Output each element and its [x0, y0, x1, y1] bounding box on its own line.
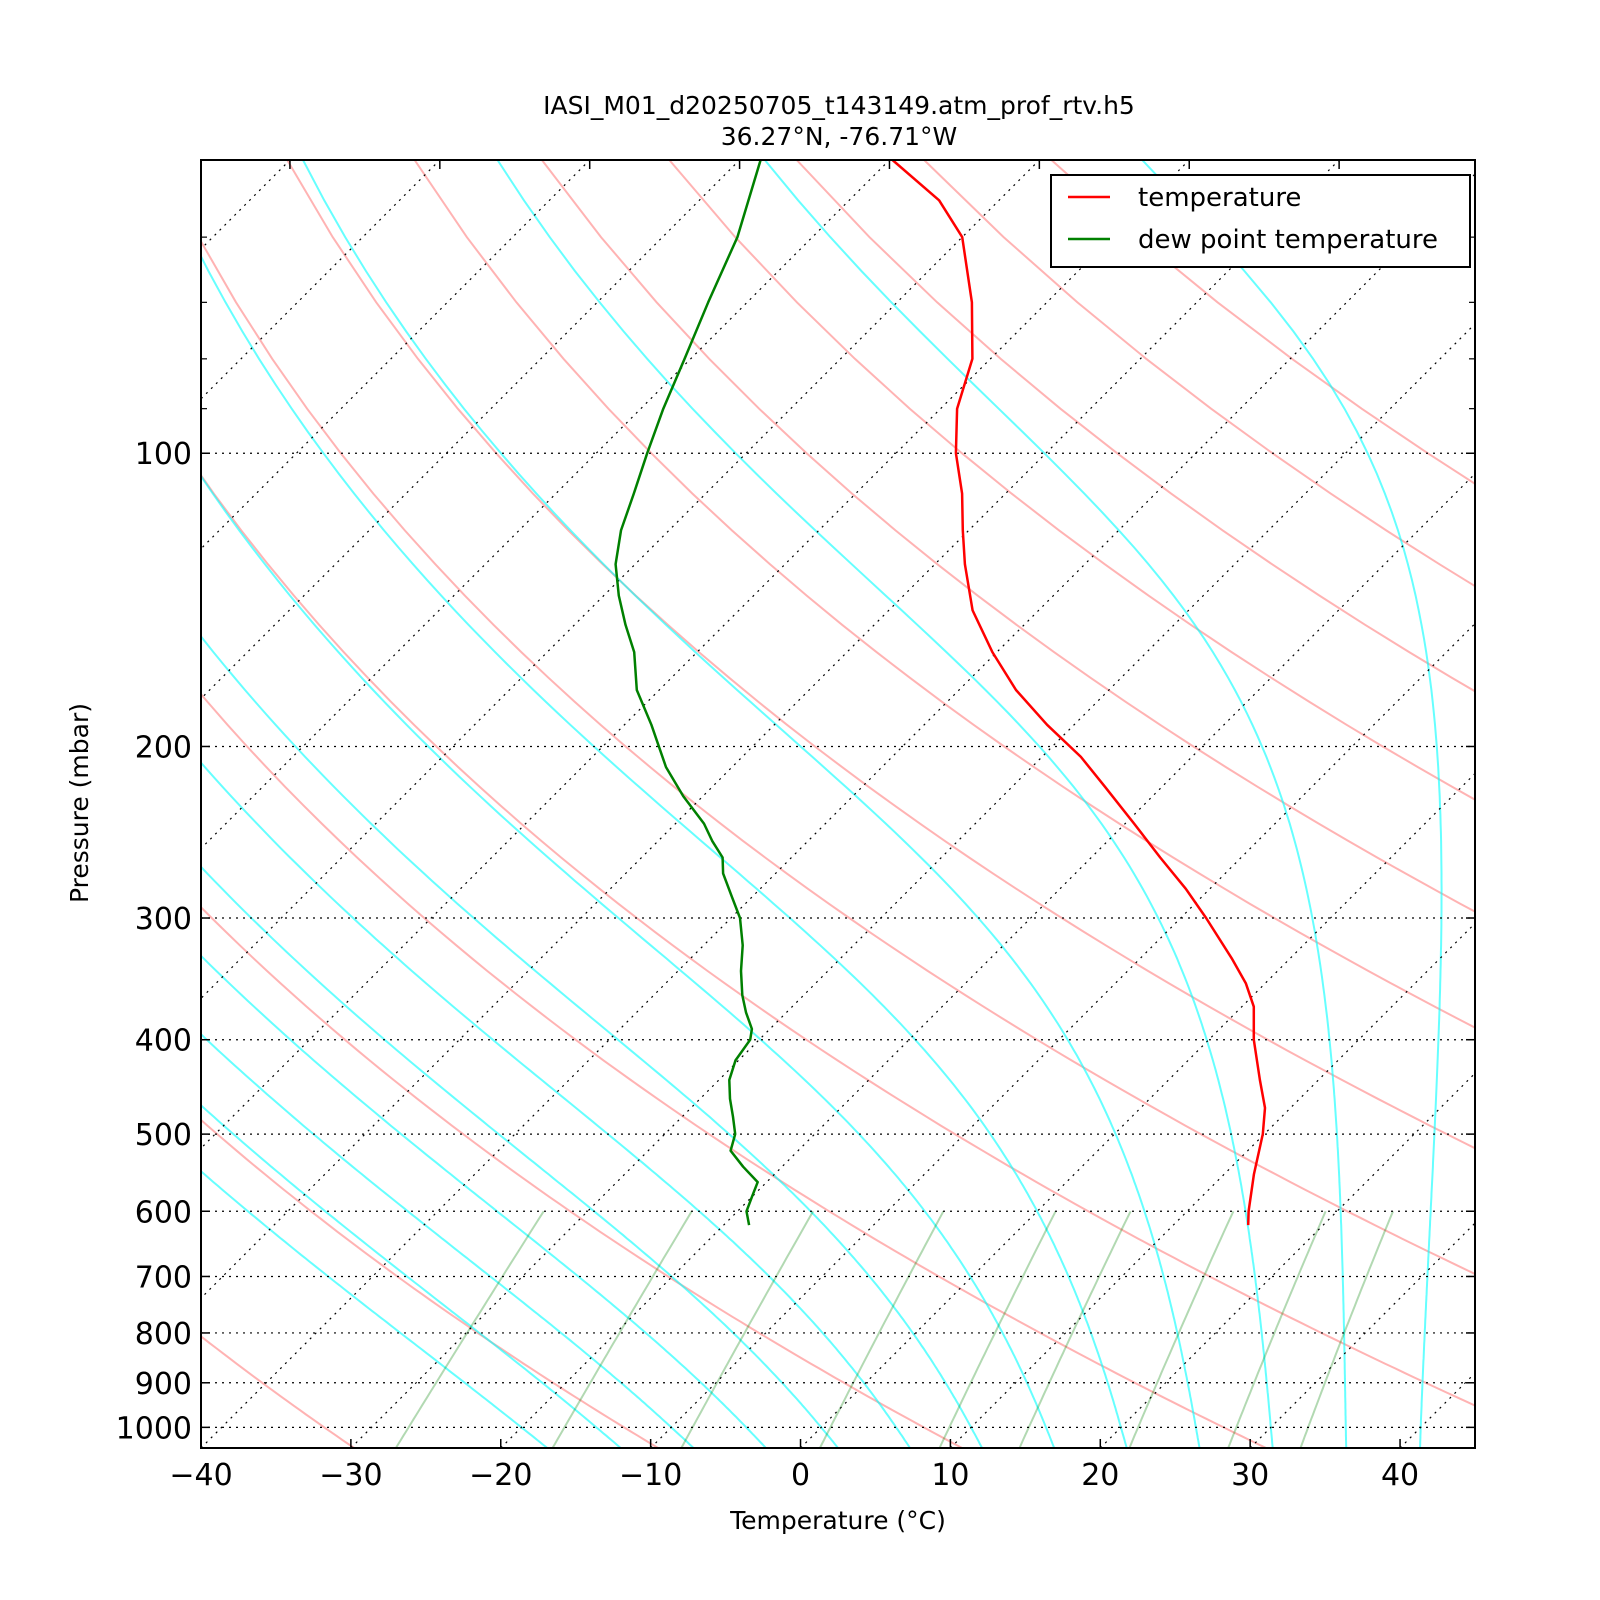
isotherm-grid-line — [800, 772, 1475, 1448]
moist-adiabat-line — [201, 865, 840, 1448]
y-tick-label: 400 — [135, 1024, 192, 1059]
temperature-line — [891, 160, 1267, 1226]
isotherm-grid-line — [1550, 160, 1600, 1448]
mixing-ratio-line — [1299, 1210, 1394, 1448]
moist-adiabat-line — [201, 1032, 695, 1448]
isotherm-grid-line — [201, 160, 1340, 1299]
dry-adiabat-line — [201, 692, 1267, 1448]
series-layer — [614, 160, 1267, 1226]
legend: temperature dew point temperature — [1050, 174, 1471, 268]
mixing-ratio-line — [1128, 1210, 1235, 1448]
x-tick-label: −30 — [319, 1458, 382, 1493]
dry-adiabat-line — [413, 160, 1475, 1029]
isotherm-grid-line — [201, 160, 1190, 1150]
dry-adiabat-line — [201, 239, 1475, 1276]
mixing-ratio-line — [1018, 1210, 1132, 1448]
x-tick-label: −20 — [469, 1458, 532, 1493]
isotherm-grid-line — [350, 323, 1475, 1448]
dry-adiabat-line — [201, 905, 963, 1448]
dew-point-line — [614, 160, 762, 1226]
x-tick-label: 0 — [791, 1458, 810, 1493]
moist-adiabat-line — [496, 160, 1274, 1448]
legend-box — [1050, 174, 1471, 268]
moist-adiabat-line — [201, 474, 1056, 1448]
chart-subtitle: 36.27°N, -76.71°W — [721, 122, 957, 151]
x-axis-label: Temperature (°C) — [729, 1506, 946, 1535]
y-axis-label: Pressure (mbar) — [65, 703, 94, 903]
x-tick-label: 20 — [1081, 1458, 1119, 1493]
isotherm-grid-line — [201, 160, 890, 850]
legend-label-temperature: temperature — [1138, 183, 1301, 213]
y-tick-label: 900 — [135, 1367, 192, 1402]
dry-adiabat-line — [201, 473, 1475, 1407]
moist-adiabat-line — [764, 160, 1348, 1448]
y-tick-label: 800 — [135, 1317, 192, 1352]
x-tick-label: −10 — [619, 1458, 682, 1493]
dry-adiabat-line — [668, 160, 1475, 801]
mixing-ratio-line — [680, 1210, 814, 1448]
plot-frame — [200, 159, 1476, 1449]
mixing-ratio-line — [1227, 1210, 1327, 1448]
isotherm-grid-line — [650, 622, 1475, 1448]
x-tick-label: 30 — [1231, 1458, 1269, 1493]
moist-adiabat-line — [201, 761, 912, 1448]
dry-adiabat-line — [286, 160, 1475, 1150]
plot-background — [201, 160, 1475, 1448]
y-tick-label: 500 — [135, 1118, 192, 1153]
x-tick-label: −40 — [169, 1458, 232, 1493]
moist-adiabat-line — [1141, 160, 1443, 1448]
isotherm-grid-line — [201, 173, 1475, 1448]
mixing-ratio-line — [819, 1210, 945, 1448]
x-tick-label: 40 — [1381, 1458, 1419, 1493]
moist-adiabat-line — [201, 1170, 549, 1448]
dry-adiabat-line — [541, 160, 1475, 913]
legend-label-dewpoint: dew point temperature — [1138, 225, 1438, 255]
y-tick-label: 100 — [135, 437, 192, 472]
y-tick-label: 200 — [135, 730, 192, 765]
moist-adiabat-line — [201, 1104, 623, 1448]
x-tick-label: 10 — [931, 1458, 969, 1493]
axis-ticks — [200, 159, 1475, 1448]
dry-adiabat-line — [201, 1335, 355, 1448]
background-lines — [201, 160, 1475, 1448]
y-tick-label: 700 — [135, 1260, 192, 1295]
isotherm-grid-line — [201, 160, 1040, 1000]
y-tick-label: 1000 — [116, 1411, 192, 1446]
mixing-ratio-line — [395, 1210, 545, 1448]
y-tick-label: 600 — [135, 1195, 192, 1230]
mixing-ratio-line — [938, 1210, 1057, 1448]
axis-tick-labels: −40 −30 −20 −10 0 10 20 30 40 100 200 300 400 500 600 7… — [116, 437, 1420, 1493]
moist-adiabat-line — [201, 954, 768, 1448]
dry-adiabat-line — [201, 1118, 659, 1448]
moist-adiabat-line — [302, 160, 1201, 1448]
moist-adiabat-line — [201, 254, 1128, 1448]
isotherm-grid-line — [500, 472, 1475, 1448]
chart-title: IASI_M01_d20250705_t143149.atm_prof_rtv.… — [543, 91, 1135, 120]
y-tick-label: 300 — [135, 902, 192, 937]
mixing-ratio-line — [551, 1210, 693, 1448]
grid-lines — [201, 160, 1600, 1448]
moist-adiabat-line — [201, 634, 984, 1448]
